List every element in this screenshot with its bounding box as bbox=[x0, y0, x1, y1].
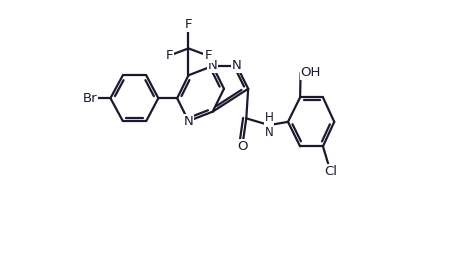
Text: F: F bbox=[185, 18, 192, 31]
Text: OH: OH bbox=[300, 66, 321, 79]
Text: N: N bbox=[184, 115, 194, 128]
Text: Br: Br bbox=[82, 92, 97, 105]
Text: F: F bbox=[204, 49, 212, 62]
Text: N: N bbox=[208, 59, 218, 72]
Text: H
N: H N bbox=[265, 111, 274, 139]
Text: Cl: Cl bbox=[324, 165, 337, 178]
Text: N: N bbox=[232, 59, 242, 72]
Text: F: F bbox=[165, 49, 173, 62]
Text: O: O bbox=[237, 140, 248, 153]
